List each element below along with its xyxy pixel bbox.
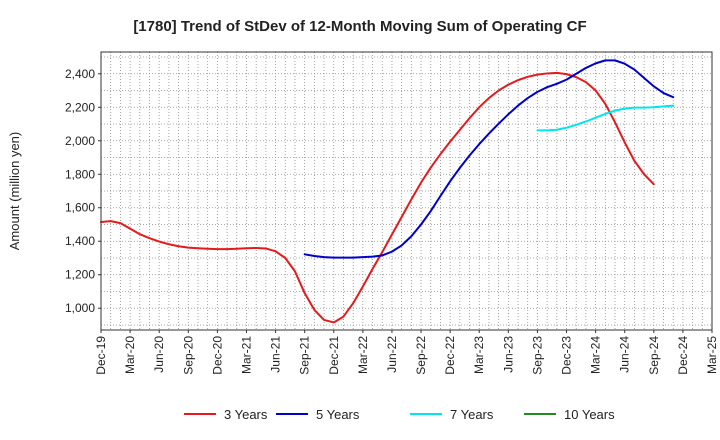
y-tick-label: 1,200 — [65, 268, 95, 282]
x-tick-label: Jun-23 — [501, 336, 515, 373]
x-tick-label: Sep-21 — [298, 336, 312, 375]
x-tick-label: Mar-23 — [472, 336, 486, 374]
x-tick-label: Mar-21 — [239, 336, 253, 374]
x-tick-label: Dec-23 — [560, 336, 574, 375]
plot-border — [100, 51, 713, 331]
legend-label: 3 Years — [224, 407, 268, 422]
x-tick-label: Jun-20 — [152, 336, 166, 373]
y-tick-label: 2,400 — [65, 67, 95, 81]
x-tick-label: Dec-21 — [327, 336, 341, 375]
x-tick-label: Mar-24 — [589, 336, 603, 374]
y-tick-label: 1,800 — [65, 167, 95, 181]
x-tick-label: Dec-24 — [676, 336, 690, 375]
y-tick-label: 1,000 — [65, 301, 95, 315]
chart-title: [1780] Trend of StDev of 12-Month Moving… — [133, 18, 586, 35]
legend-label: 10 Years — [564, 407, 615, 422]
x-tick-label: Dec-20 — [210, 336, 224, 375]
legend-label: 7 Years — [450, 407, 494, 422]
legend: 3 Years 5 Years 7 Years 10 Years — [184, 407, 615, 422]
series-line-3-years — [100, 71, 655, 324]
legend-label: 5 Years — [316, 407, 360, 422]
x-tick-label: Sep-23 — [530, 336, 544, 375]
y-axis-label: Amount (million yen) — [7, 132, 22, 251]
x-tick-label: Mar-25 — [705, 336, 719, 374]
x-tick-label: Sep-24 — [647, 336, 661, 375]
y-tick-label: 2,000 — [65, 134, 95, 148]
x-tick-label: Jun-21 — [269, 336, 283, 373]
x-tick-label: Mar-22 — [356, 336, 370, 374]
x-tick-label: Jun-24 — [618, 336, 632, 373]
x-tick-label: Mar-20 — [123, 336, 137, 374]
x-tick-label: Sep-20 — [181, 336, 195, 375]
series-line-5-years — [303, 59, 675, 259]
plot-area: 1,000 1,200 1,400 1,600 1,800 2,000 2,200 2,400… — [65, 51, 719, 375]
x-tick-label: Jun-22 — [385, 336, 399, 373]
x-tick-label: Dec-22 — [443, 336, 457, 375]
series-line-7-years — [536, 104, 675, 132]
y-tick-label: 1,600 — [65, 201, 95, 215]
y-tick-label: 1,400 — [65, 234, 95, 248]
plot-background — [101, 52, 712, 330]
x-tick-label: Dec-19 — [94, 336, 108, 375]
y-tick-label: 2,200 — [65, 100, 95, 114]
x-tick-label: Sep-22 — [414, 336, 428, 375]
